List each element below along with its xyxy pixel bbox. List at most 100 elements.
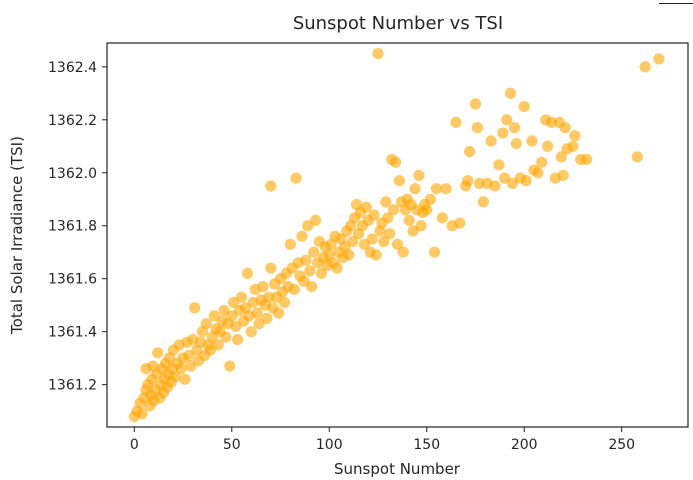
data-point <box>501 114 513 126</box>
x-tick-label: 0 <box>130 437 139 453</box>
data-point <box>569 130 581 142</box>
x-tick-label: 250 <box>608 437 635 453</box>
data-point <box>497 127 509 139</box>
y-axis-label: Total Solar Irradiance (TSI) <box>8 136 26 335</box>
data-point <box>273 307 285 319</box>
y-axis-ticks: 1361.2 1361.4 1361.6 1361.8 1362.0 1362.2 1362… <box>48 60 107 394</box>
data-point <box>372 48 384 60</box>
data-point <box>310 214 322 226</box>
data-point <box>331 262 343 274</box>
data-point <box>532 167 544 179</box>
data-point <box>224 360 236 372</box>
data-point <box>415 220 427 232</box>
y-tick-label: 1362.0 <box>48 166 97 182</box>
data-point <box>450 116 462 128</box>
data-point <box>343 249 355 261</box>
data-point <box>489 180 501 192</box>
data-point <box>220 331 232 343</box>
data-point <box>308 246 320 258</box>
data-point <box>493 159 505 171</box>
data-point <box>559 122 571 134</box>
data-point <box>232 334 244 346</box>
data-point <box>464 146 476 158</box>
plot-frame <box>106 42 689 428</box>
data-point <box>526 135 538 147</box>
data-point <box>510 138 522 150</box>
data-point <box>555 151 567 163</box>
data-point <box>366 233 378 245</box>
data-point <box>425 193 437 205</box>
data-point <box>391 238 404 250</box>
data-point <box>290 172 302 184</box>
data-point <box>265 262 277 274</box>
x-tick-label: 50 <box>223 437 241 453</box>
data-point <box>261 312 273 324</box>
data-point <box>409 183 421 195</box>
data-point <box>189 302 201 314</box>
data-point <box>536 156 548 168</box>
data-point <box>296 230 308 242</box>
data-point <box>169 371 181 383</box>
data-point <box>473 177 485 189</box>
data-point <box>567 140 579 152</box>
y-tick-label: 1361.6 <box>48 272 97 288</box>
data-point <box>245 326 257 338</box>
x-tick-label: 150 <box>413 437 440 453</box>
y-tick-label: 1361.4 <box>48 325 97 341</box>
data-point <box>440 183 452 195</box>
x-axis-label: Sunspot Number <box>334 460 461 478</box>
y-tick-label: 1362.4 <box>48 60 97 76</box>
data-point <box>306 281 318 293</box>
y-tick-label: 1361.2 <box>48 378 97 394</box>
data-point <box>382 212 394 224</box>
data-point <box>508 122 521 134</box>
data-point <box>469 98 482 110</box>
data-point <box>251 307 263 319</box>
data-point <box>384 228 396 240</box>
data-points <box>128 48 665 422</box>
data-point <box>428 246 441 258</box>
data-point <box>380 196 392 208</box>
data-point <box>263 291 275 303</box>
data-point <box>581 153 593 166</box>
data-point <box>542 140 554 152</box>
data-point <box>284 238 296 250</box>
data-point <box>315 267 328 279</box>
data-point <box>421 204 433 216</box>
data-point <box>390 156 402 168</box>
data-point <box>360 201 372 213</box>
x-tick-label: 100 <box>316 437 343 453</box>
data-point <box>430 183 443 195</box>
data-point <box>545 116 558 128</box>
data-point <box>278 296 290 309</box>
data-point <box>300 254 312 266</box>
data-point <box>518 101 530 113</box>
data-point <box>557 169 569 181</box>
data-point <box>454 217 466 229</box>
data-point <box>378 236 390 248</box>
data-point <box>477 196 489 208</box>
data-point <box>653 53 665 65</box>
data-point <box>436 212 448 224</box>
data-point <box>136 408 148 420</box>
data-point <box>152 347 164 359</box>
data-point <box>347 236 359 248</box>
data-point <box>393 175 405 187</box>
data-point <box>368 209 380 221</box>
data-point <box>179 373 191 385</box>
x-axis-ticks: 0 50 100 150 200 250 <box>130 427 635 453</box>
data-point <box>200 318 212 330</box>
data-point <box>370 249 382 261</box>
data-point <box>413 169 425 181</box>
data-point <box>397 246 409 258</box>
data-point <box>241 267 253 279</box>
chart-title: Sunspot Number vs TSI <box>293 13 503 34</box>
y-tick-label: 1362.2 <box>48 113 97 129</box>
data-point <box>403 214 415 226</box>
data-point <box>257 281 269 293</box>
data-point <box>304 265 316 277</box>
x-tick-label: 200 <box>511 437 538 453</box>
data-point <box>471 122 483 134</box>
data-point <box>639 61 651 73</box>
